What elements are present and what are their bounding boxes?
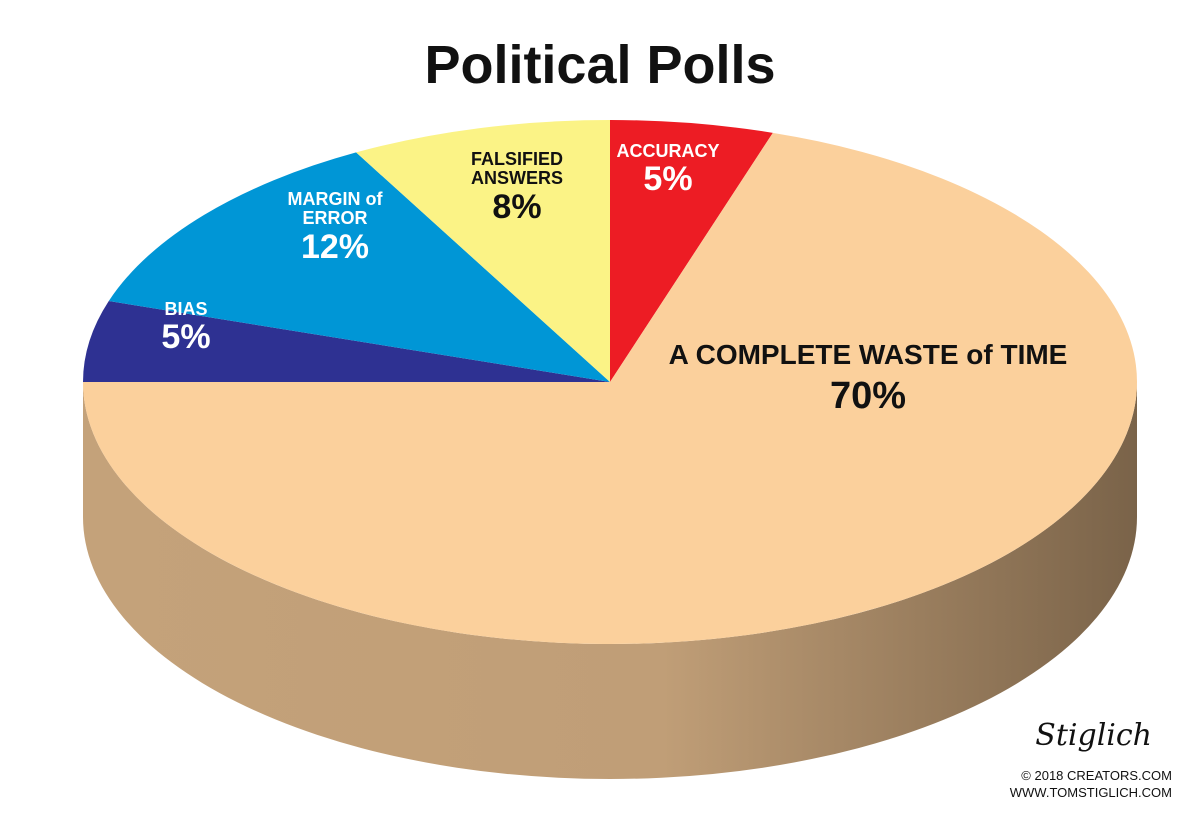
slice-value: 5%: [643, 160, 693, 199]
slice-value: 70%: [829, 375, 907, 418]
credit: WWW.TOMSTIGLICH.COM: [1009, 785, 1172, 800]
pie-slice: [83, 301, 610, 382]
slice-category: BIAS: [164, 299, 208, 319]
slice-category: FALSIFIED ANSWERS: [470, 149, 563, 189]
slice-category: ACCURACY: [616, 141, 720, 161]
slice-value: 8%: [492, 187, 542, 226]
slice-label: FALSIFIED ANSWERS 8%: [457, 149, 577, 226]
slice-label: A COMPLETE WASTE of TIME 70%: [668, 339, 1068, 418]
pie-slice: [610, 120, 773, 382]
chart-title: Political Polls: [424, 35, 776, 95]
pie-slice: [83, 132, 1137, 645]
pie-slice: [356, 120, 610, 382]
slice-value: 5%: [161, 318, 211, 357]
slice-label: MARGIN of ERROR 12%: [275, 189, 395, 266]
credit: © 2018 CREATORS.COM: [1021, 768, 1172, 783]
pie-side: [83, 382, 1137, 779]
slice-label: ACCURACY 5%: [608, 141, 728, 199]
slice-label: BIAS 5%: [126, 299, 246, 357]
slice-category: MARGIN of ERROR: [287, 189, 383, 229]
slice-value: 12%: [300, 227, 370, 266]
signature: Stiglich: [1035, 718, 1152, 753]
slice-category: A COMPLETE WASTE of TIME: [668, 339, 1068, 370]
pie-slice: [108, 152, 610, 382]
